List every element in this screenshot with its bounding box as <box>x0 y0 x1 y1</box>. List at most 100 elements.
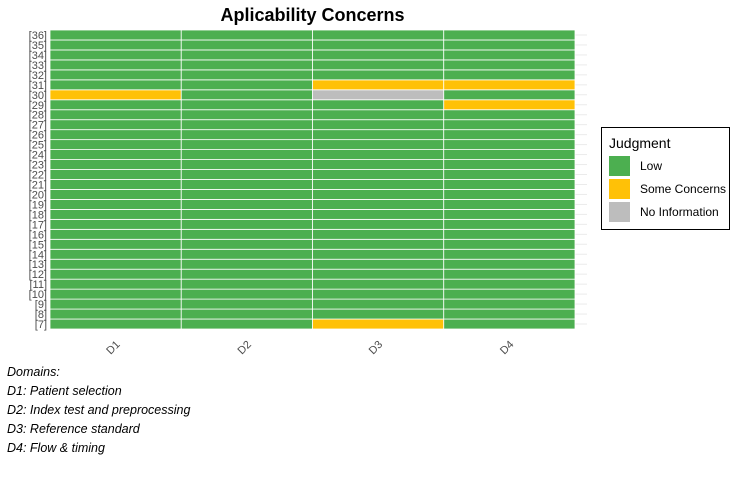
heatmap-cell <box>443 39 576 51</box>
y-tick-label: [20] <box>29 189 47 201</box>
domain-line-d4: D4: Flow & timing <box>7 441 105 455</box>
heatmap-cell <box>312 39 445 51</box>
heatmap-cell <box>443 199 576 210</box>
heatmap-cell <box>443 79 576 91</box>
heatmap-cell <box>312 228 445 240</box>
heatmap-cell <box>312 308 445 320</box>
heatmap-cell <box>443 278 576 290</box>
heatmap-cell <box>180 59 313 71</box>
y-tick-label: [9] <box>35 299 47 311</box>
heatmap-cell <box>443 99 576 111</box>
y-tick-label: [34] <box>29 50 47 62</box>
heatmap-cell <box>49 189 182 200</box>
y-tick-label: [12] <box>29 269 47 281</box>
y-tick-label: [7] <box>35 319 47 331</box>
heatmap-cell <box>443 288 576 300</box>
heatmap-cell <box>312 298 445 310</box>
heatmap-cell <box>180 189 313 200</box>
x-tick-label: D2 <box>236 339 254 357</box>
heatmap-cell <box>180 199 313 210</box>
heatmap-cell <box>180 149 313 160</box>
heatmap-cell <box>180 179 313 190</box>
y-tick-label: [25] <box>29 140 47 152</box>
heatmap-cell <box>49 248 182 260</box>
heatmap-cell <box>180 89 313 101</box>
heatmap-cell <box>49 258 182 270</box>
heatmap-cell <box>443 228 576 240</box>
heatmap-cell <box>49 29 182 41</box>
heatmap-cell <box>443 59 576 71</box>
heatmap-cell <box>49 59 182 71</box>
y-tick-label: [19] <box>29 199 47 211</box>
heatmap-cell <box>443 109 576 121</box>
y-tick-label: [18] <box>29 209 47 221</box>
y-tick-label: [27] <box>29 120 47 132</box>
y-tick-label: [16] <box>29 229 47 241</box>
heatmap-cell <box>312 89 445 101</box>
legend-swatch-low <box>609 156 630 176</box>
heatmap-cell <box>443 248 576 260</box>
heatmap-cell <box>312 129 445 141</box>
heatmap-cell <box>312 208 445 220</box>
heatmap-cell <box>443 298 576 310</box>
legend-label-some-concerns: Some Concerns <box>640 182 727 196</box>
heatmap-cell <box>443 119 576 131</box>
domains-heading: Domains: <box>7 365 60 379</box>
heatmap-cell <box>180 139 313 150</box>
heatmap-cell <box>180 169 313 180</box>
legend-swatch-some-concerns <box>609 179 630 199</box>
heatmap-cell <box>49 39 182 51</box>
domain-line-d1: D1: Patient selection <box>7 384 122 398</box>
heatmap-cell <box>312 79 445 91</box>
heatmap-cell <box>312 119 445 131</box>
heatmap-cell <box>180 69 313 81</box>
heatmap-cell <box>312 139 445 150</box>
heatmap-cell <box>49 208 182 220</box>
heatmap-cell <box>49 199 182 210</box>
heatmap-cell <box>312 179 445 190</box>
heatmap-cell <box>180 29 313 41</box>
y-tick-label: [11] <box>29 279 47 291</box>
heatmap-cell <box>180 238 313 250</box>
heatmap-cell <box>49 149 182 160</box>
heatmap-cell <box>180 109 313 121</box>
heatmap-cell <box>180 218 313 230</box>
y-tick-label: [8] <box>35 309 47 321</box>
heatmap-cell <box>312 109 445 121</box>
heatmap-cell <box>49 308 182 320</box>
legend-item-low: Low <box>609 156 662 176</box>
x-tick-label: D1 <box>104 339 122 357</box>
legend-label-no-information: No Information <box>640 205 719 219</box>
heatmap-cell <box>180 99 313 111</box>
heatmap-cell <box>312 258 445 270</box>
heatmap-cell <box>180 39 313 51</box>
heatmap-cell <box>443 189 576 200</box>
heatmap-cell <box>443 159 576 170</box>
y-tick-label: [13] <box>29 259 47 271</box>
y-tick-label: [29] <box>29 100 47 112</box>
y-tick-label: [36] <box>29 30 47 42</box>
heatmap-cell <box>443 89 576 101</box>
heatmap-cell <box>180 228 313 240</box>
heatmap-cell <box>312 268 445 280</box>
heatmap-cell <box>312 248 445 260</box>
x-tick-label: D3 <box>367 339 385 357</box>
legend: Judgment Low Some Concerns No Informatio… <box>601 127 730 230</box>
heatmap-cell <box>312 278 445 290</box>
heatmap-cell <box>180 268 313 280</box>
chart-title: Aplicability Concerns <box>220 5 405 25</box>
y-tick-label: [31] <box>29 80 47 92</box>
heatmap-cell <box>312 218 445 230</box>
y-tick-label: [21] <box>29 179 47 191</box>
heatmap-cell <box>180 318 313 330</box>
heatmap-cell <box>49 79 182 91</box>
legend-item-no-information: No Information <box>609 202 719 222</box>
legend-label-low: Low <box>640 159 663 173</box>
heatmap-cell <box>312 149 445 160</box>
heatmap-cell <box>443 169 576 180</box>
heatmap-cell <box>180 49 313 61</box>
heatmap-cell <box>49 129 182 141</box>
heatmap-cell <box>180 248 313 260</box>
y-tick-label: [35] <box>29 40 47 52</box>
heatmap-cell <box>443 258 576 270</box>
